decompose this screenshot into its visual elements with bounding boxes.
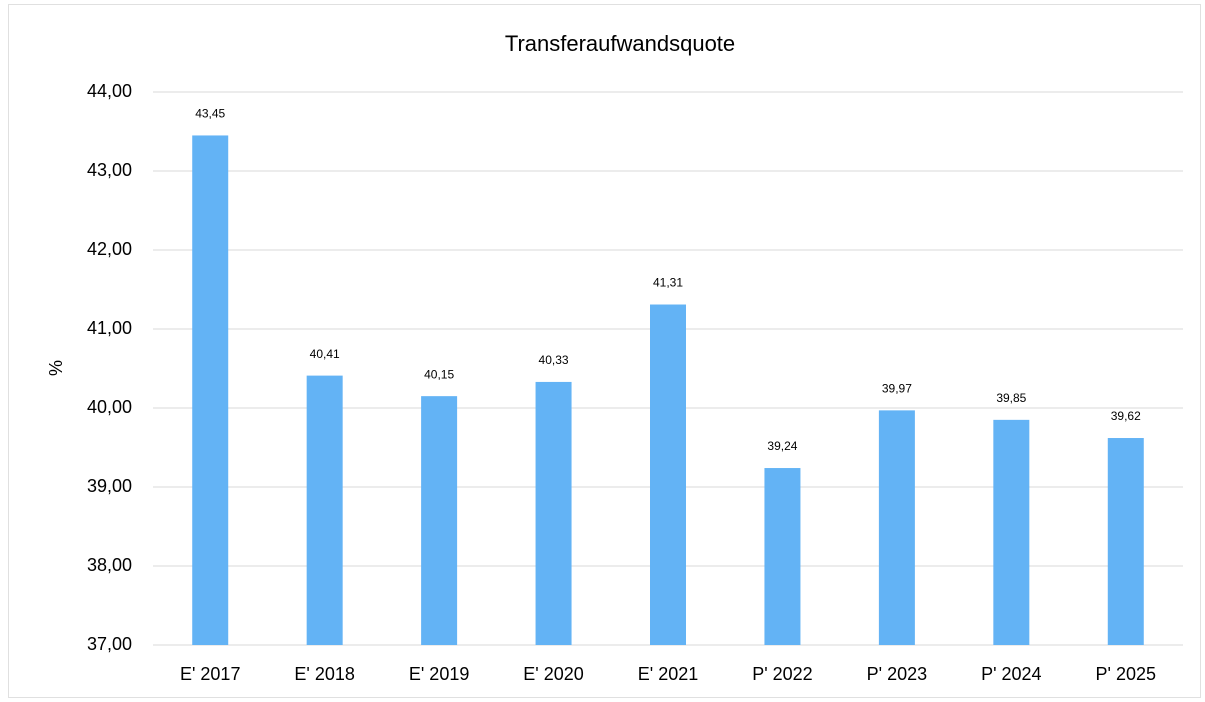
x-tick-label: E' 2018 (294, 664, 355, 684)
value-label: 39,85 (996, 391, 1026, 405)
y-tick-label: 39,00 (87, 476, 132, 496)
y-tick-label: 43,00 (87, 160, 132, 180)
bar (1107, 438, 1144, 645)
y-tick-label: 42,00 (87, 239, 132, 259)
y-axis-label: % (46, 360, 66, 376)
chart-title: Transferaufwandsquote (505, 31, 735, 56)
x-tick-label: E' 2017 (180, 664, 241, 684)
bar (993, 419, 1030, 645)
y-tick-label: 41,00 (87, 318, 132, 338)
value-label: 40,15 (424, 367, 454, 381)
chart-border (8, 4, 1201, 698)
y-tick-label: 40,00 (87, 397, 132, 417)
value-label: 43,45 (195, 107, 225, 121)
y-tick-label: 37,00 (87, 634, 132, 654)
value-label: 40,41 (310, 347, 340, 361)
x-tick-label: P' 2024 (981, 664, 1042, 684)
bar (421, 396, 458, 645)
value-label: 39,97 (882, 382, 912, 396)
value-label: 40,33 (539, 353, 569, 367)
x-tick-label: P' 2025 (1096, 664, 1157, 684)
y-tick-label: 44,00 (87, 81, 132, 101)
x-tick-label: E' 2019 (409, 664, 470, 684)
y-tick-label: 38,00 (87, 555, 132, 575)
value-label: 39,62 (1111, 409, 1141, 423)
bar (306, 375, 343, 645)
x-tick-label: P' 2023 (867, 664, 928, 684)
bar (535, 381, 572, 645)
bar (764, 468, 801, 645)
value-label: 41,31 (653, 276, 683, 290)
bar (650, 304, 686, 645)
x-tick-label: P' 2022 (752, 664, 813, 684)
value-label: 39,24 (767, 439, 797, 453)
bar (878, 410, 915, 645)
bar (192, 135, 229, 645)
x-tick-label: E' 2020 (523, 664, 584, 684)
x-tick-label: E' 2021 (638, 664, 699, 684)
